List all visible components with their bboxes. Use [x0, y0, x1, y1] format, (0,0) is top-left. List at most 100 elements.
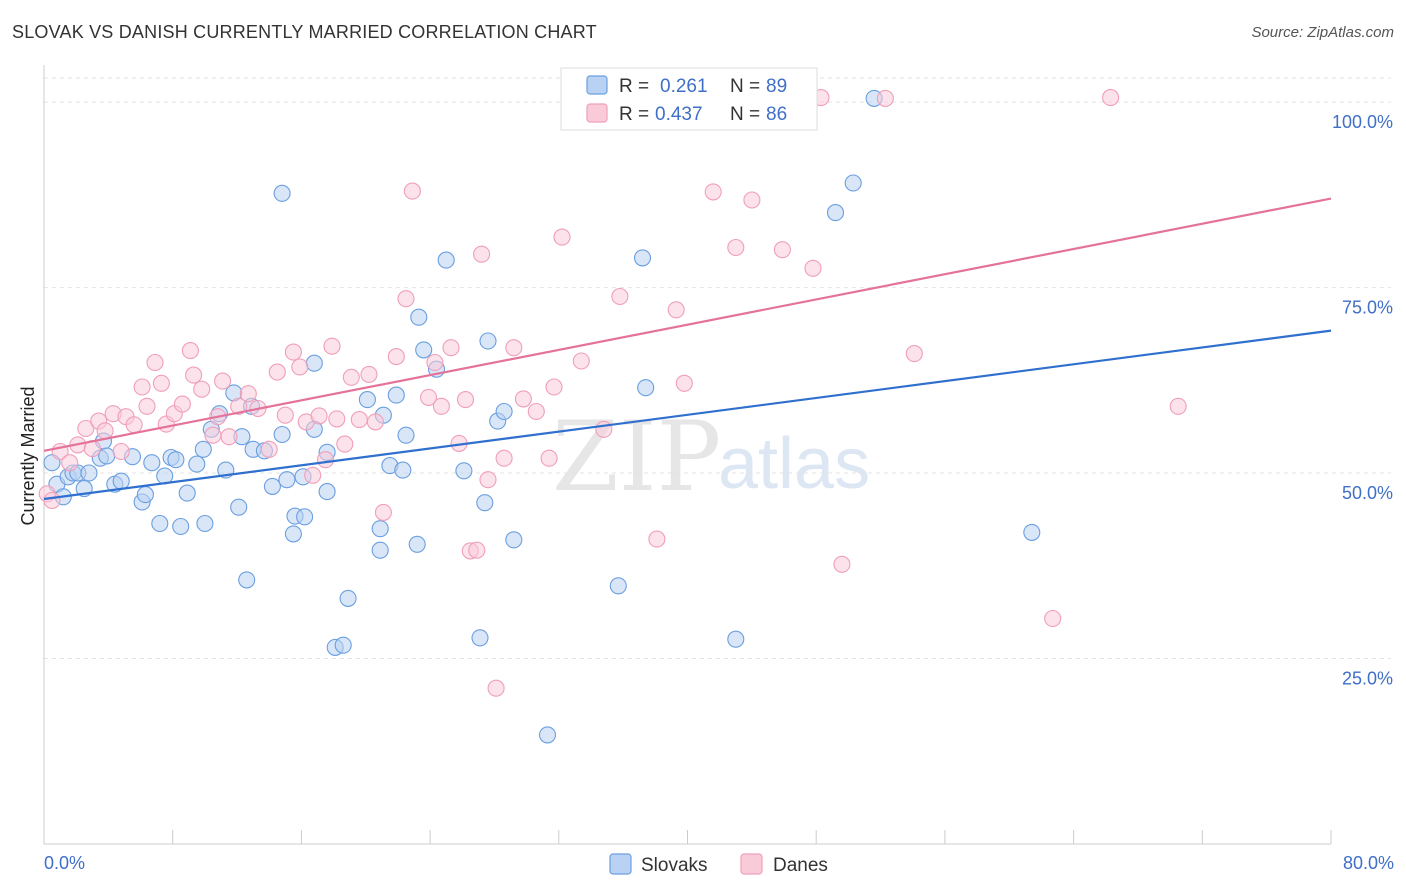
- dane-point: [667, 301, 685, 319]
- dane-point: [239, 385, 257, 403]
- slovak-point: [278, 471, 296, 489]
- dane-point: [366, 413, 384, 431]
- slovak-point: [495, 402, 513, 421]
- dane-point: [648, 530, 666, 548]
- watermark: ZIP atlas: [552, 401, 870, 513]
- dane-point: [342, 368, 360, 386]
- slovak-point: [318, 483, 336, 501]
- dane-point: [456, 391, 475, 409]
- dane-point: [214, 372, 232, 390]
- dane-point: [675, 374, 693, 392]
- dane-point: [595, 420, 613, 438]
- slovak-point: [167, 451, 185, 469]
- dane-point: [284, 343, 302, 361]
- slovak-point: [136, 486, 154, 504]
- dane-point: [276, 406, 294, 424]
- dane-point: [572, 352, 590, 370]
- slovak-point: [410, 308, 428, 326]
- y-tick-label: 75.0%: [1342, 298, 1393, 318]
- dane-point: [152, 374, 170, 392]
- slovak-point: [505, 531, 523, 549]
- slovak-point: [238, 571, 256, 589]
- dane-point: [432, 397, 450, 415]
- slovak-point: [826, 204, 845, 222]
- dane-point: [487, 679, 505, 697]
- slovak-point: [471, 629, 489, 647]
- slovak-point: [358, 391, 376, 409]
- slovak-point: [637, 379, 655, 397]
- slovak-point: [408, 535, 426, 553]
- dane-point: [611, 287, 629, 306]
- slovak-point: [172, 517, 190, 536]
- slovak-point: [479, 332, 497, 350]
- dane-point: [61, 454, 79, 472]
- slovak-point: [538, 726, 557, 744]
- tick-labels: 0.0% 80.0% 25.0% 50.0% 75.0% 100.0%: [44, 112, 1394, 873]
- dane-point: [468, 541, 486, 559]
- dane-point: [473, 245, 491, 263]
- dane-point: [230, 397, 248, 415]
- dane-point: [727, 238, 745, 257]
- danes-trend-line: [43, 197, 1332, 452]
- slovak-point: [455, 462, 473, 480]
- slovak-point: [80, 464, 98, 482]
- dane-point: [310, 407, 328, 425]
- slovaks-n-value: 89: [766, 76, 787, 97]
- slovaks-r-label: R =: [619, 76, 649, 97]
- data-points: [38, 89, 1187, 744]
- dane-point: [185, 366, 203, 384]
- dane-point: [479, 471, 497, 489]
- chart-title: SLOVAK VS DANISH CURRENTLY MARRIED CORRE…: [12, 22, 597, 42]
- series-legend: Slovaks Danes: [609, 853, 828, 876]
- slovak-point: [371, 541, 389, 559]
- chart-source: Source: ZipAtlas.com: [1251, 24, 1394, 41]
- x-tick-label-max: 80.0%: [1343, 853, 1394, 873]
- slovak-point: [296, 508, 314, 526]
- danes-r-label: R =: [619, 104, 649, 125]
- slovak-point: [334, 636, 352, 654]
- dane-point: [419, 388, 438, 406]
- axes: [43, 65, 1332, 845]
- dane-point: [96, 422, 114, 440]
- slovak-point: [609, 577, 627, 595]
- dane-point: [397, 290, 415, 308]
- slovak-point: [387, 386, 405, 404]
- danes-r-value: 0.437: [655, 104, 703, 125]
- dane-point: [268, 363, 286, 381]
- dane-point: [360, 365, 378, 383]
- dane-point: [743, 191, 761, 209]
- legend-danes-label: Danes: [773, 855, 828, 876]
- danes-n-label: N =: [730, 104, 760, 125]
- slovak-point: [437, 251, 455, 269]
- slovaks-r-value: 0.261: [660, 76, 708, 97]
- dane-point: [43, 491, 61, 510]
- dane-point: [1102, 89, 1120, 107]
- slovak-point: [284, 525, 302, 543]
- y-axis-label: Currently Married: [18, 386, 38, 525]
- dane-point: [403, 182, 421, 200]
- slovak-point: [339, 589, 357, 607]
- dane-point: [204, 426, 222, 444]
- slovak-point: [188, 455, 206, 473]
- slovak-point: [476, 494, 494, 512]
- series-danes-points: [38, 89, 1187, 697]
- dane-point: [328, 410, 346, 428]
- dane-point: [540, 449, 558, 467]
- slovak-point: [151, 514, 169, 533]
- legend-slovaks-label: Slovaks: [641, 855, 708, 876]
- slovak-point: [371, 520, 389, 538]
- dane-point: [304, 466, 322, 484]
- dane-point: [220, 428, 238, 446]
- slovak-point: [178, 484, 196, 502]
- slovak-point: [98, 447, 116, 465]
- slovak-point: [397, 426, 415, 444]
- dane-point: [133, 378, 151, 396]
- dane-point: [374, 503, 392, 521]
- dane-point: [1169, 397, 1187, 415]
- trend-lines: [43, 197, 1332, 501]
- slovak-point: [415, 341, 433, 359]
- dane-point: [316, 451, 335, 469]
- y-tick-label: 50.0%: [1342, 483, 1393, 503]
- danes-n-value: 86: [766, 104, 787, 125]
- dane-point: [495, 449, 513, 467]
